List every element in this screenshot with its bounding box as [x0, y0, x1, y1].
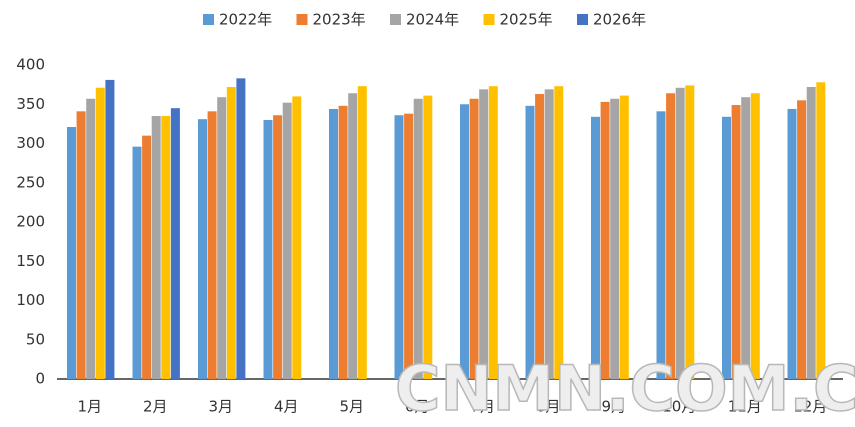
- legend-swatch: [483, 14, 495, 25]
- bar: [404, 113, 414, 380]
- legend-label: 2024年: [406, 11, 459, 29]
- bar: [544, 89, 554, 380]
- bar: [151, 116, 161, 380]
- legend-label: 2022年: [219, 11, 272, 29]
- x-tick-label: 7月: [470, 398, 495, 416]
- plot-area: 0 50 100 150 200 250 300 350 400 1月 2月 3月 4月 5月 6月 7月 8月…: [16, 11, 843, 416]
- bar: [722, 116, 731, 379]
- x-tick-label: 12月: [793, 398, 827, 416]
- y-tick-label: 100: [16, 291, 45, 309]
- bar: [675, 87, 685, 379]
- bar: [236, 78, 246, 379]
- x-tick-label: 10月: [662, 398, 696, 416]
- bar: [600, 101, 610, 380]
- y-tick-label: 400: [16, 56, 45, 74]
- bar: [610, 98, 620, 379]
- bar: [338, 105, 348, 379]
- bar: [666, 93, 676, 379]
- x-tick-label: 6月: [405, 398, 430, 416]
- bar: [217, 97, 227, 379]
- legend-label: 2026年: [593, 11, 646, 29]
- bar: [619, 95, 629, 380]
- bar: [750, 93, 760, 379]
- y-tick-label: 50: [26, 330, 45, 348]
- x-tick-label: 3月: [208, 398, 233, 416]
- bar: [816, 82, 826, 380]
- bar: [170, 108, 180, 380]
- bar: [207, 111, 217, 379]
- bar: [741, 97, 751, 379]
- bar: [282, 102, 292, 380]
- bar: [413, 98, 423, 379]
- y-tick-label: 200: [16, 213, 45, 231]
- bar: [86, 98, 96, 379]
- x-tick-label: 9月: [601, 398, 626, 416]
- bar: [348, 93, 358, 379]
- bar: [469, 98, 479, 379]
- legend-label: 2025年: [500, 11, 553, 29]
- bar: [198, 119, 207, 379]
- x-tick-label: 1月: [77, 398, 102, 416]
- bar: [105, 79, 115, 379]
- bar: [554, 86, 564, 379]
- bar: [656, 111, 666, 379]
- legend-swatch: [296, 14, 308, 25]
- watermark: CNMN.COM.CN: [395, 352, 855, 425]
- bar: [423, 95, 433, 380]
- bar: [787, 108, 797, 380]
- bar: [329, 108, 338, 380]
- bar: [76, 111, 86, 379]
- bar: [95, 87, 105, 379]
- x-tick-label: 11月: [728, 398, 762, 416]
- y-tick-label: 150: [16, 252, 45, 270]
- x-tick-label: 8月: [536, 398, 561, 416]
- bar: [161, 116, 171, 380]
- bar: [132, 146, 142, 379]
- x-tick-label: 4月: [274, 398, 299, 416]
- x-tick-label: 2月: [143, 398, 168, 416]
- bar: [394, 115, 404, 380]
- y-tick-label: 250: [16, 173, 45, 191]
- bar: [731, 105, 741, 379]
- bar: [797, 100, 807, 379]
- bar: [292, 96, 302, 380]
- bar: [67, 127, 76, 379]
- bar: [357, 86, 367, 379]
- bar: [273, 115, 283, 380]
- bar: [535, 94, 545, 380]
- bar: [460, 104, 469, 379]
- y-tick-label: 300: [16, 134, 45, 152]
- bar: [263, 119, 273, 379]
- legend-swatch: [203, 14, 214, 25]
- bar: [142, 135, 152, 379]
- bar: [226, 86, 236, 379]
- y-tick-label: 0: [35, 370, 45, 388]
- legend-label: 2023年: [313, 11, 366, 29]
- legend-swatch: [390, 14, 401, 25]
- bar: [525, 105, 535, 379]
- bar: [479, 89, 489, 380]
- y-tick-label: 350: [16, 95, 45, 113]
- legend-swatch: [577, 14, 588, 25]
- bar: [685, 85, 695, 379]
- x-tick-label: 5月: [339, 398, 364, 416]
- bar: [488, 86, 498, 379]
- bar: [591, 116, 600, 379]
- bar: [806, 86, 816, 379]
